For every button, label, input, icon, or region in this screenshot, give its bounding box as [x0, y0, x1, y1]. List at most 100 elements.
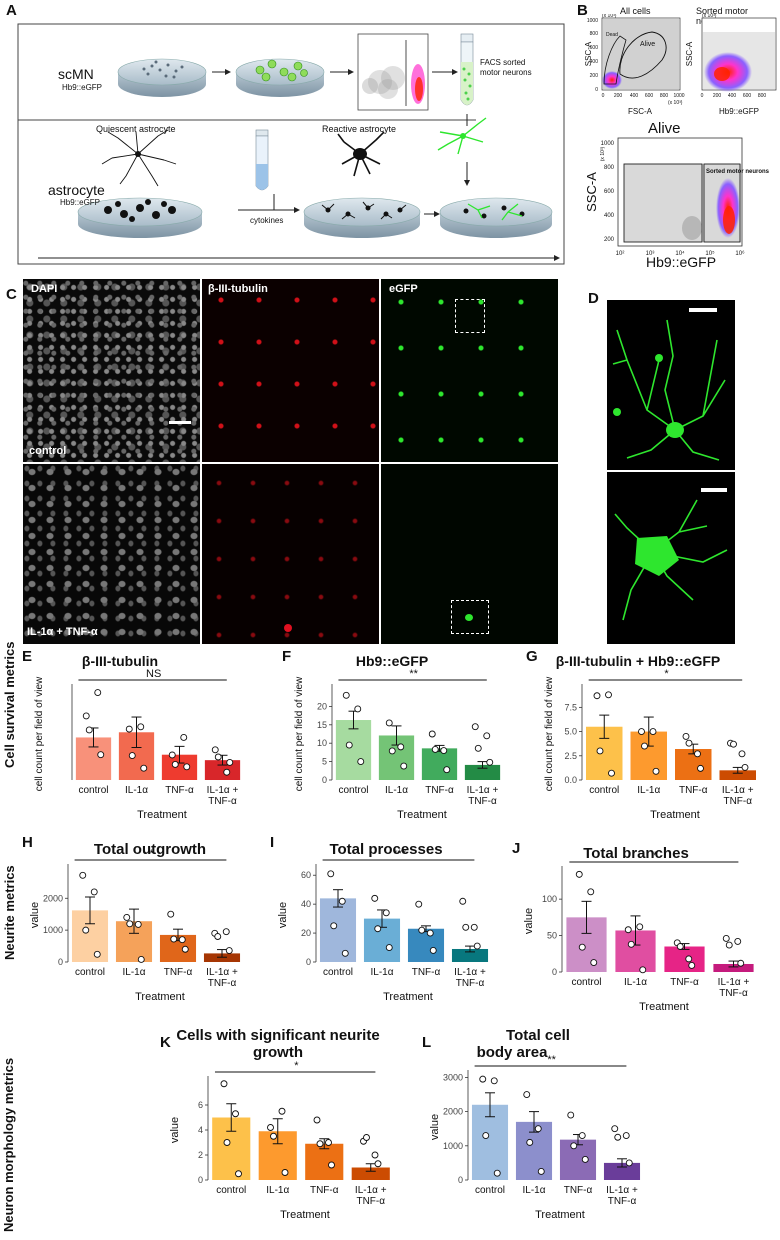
- point-j-2-3: [688, 961, 696, 969]
- xlabel-k: Treatment: [280, 1209, 330, 1221]
- point-h-2-2: [170, 935, 178, 943]
- bar-j-2: [664, 946, 705, 972]
- point-k-1-3: [281, 1169, 289, 1176]
- b-ytick-600: 600: [590, 45, 599, 51]
- point-k-0-3: [235, 1170, 242, 1178]
- ytick-label-j-0: 0: [552, 967, 557, 977]
- point-i-3-2: [462, 923, 470, 931]
- ytick-label-i-0: 0: [306, 957, 311, 967]
- point-h-0-2: [82, 926, 90, 934]
- point-j-1-0: [624, 926, 632, 934]
- point-k-0-2: [223, 1139, 231, 1146]
- point-k-3-1: [371, 1151, 379, 1159]
- chart-title-k: Cells with significant neurite growth: [176, 1027, 379, 1061]
- xtick-label-g-2: TNF-α: [679, 785, 708, 796]
- ytick-label-k-2: 4: [198, 1125, 203, 1135]
- xtick-label-k-2: TNF-α: [310, 1185, 339, 1196]
- xtick-label-h-1: IL-1α: [122, 967, 145, 978]
- bar-j-3: [713, 963, 754, 972]
- label-quiescent: Quiescent astrocyte: [96, 124, 176, 134]
- point-i-0-0: [327, 870, 335, 878]
- ytick-label-l-3: 3000: [443, 1072, 463, 1082]
- ytick-label-g-2: 5.0: [564, 727, 577, 737]
- point-h-2-1: [178, 936, 186, 944]
- xtick-label-j-0: control: [571, 977, 601, 988]
- cytokine-tube: [255, 129, 269, 191]
- xtick-label-f-3: IL-1α + TNF-α: [467, 785, 499, 807]
- point-k-3-3: [374, 1160, 382, 1168]
- xtick-label-g-0: control: [589, 785, 619, 796]
- xtick-label-l-0: control: [475, 1185, 505, 1196]
- b-mult-y1: (x 10³): [602, 14, 617, 19]
- point-k-2-3: [328, 1161, 335, 1169]
- panel-letter-c: C: [6, 286, 17, 303]
- point-g-2-2: [685, 739, 693, 747]
- dish-reactive: [303, 197, 421, 238]
- ytick-label-k-0: 0: [198, 1175, 203, 1185]
- xtick-label-e-0: control: [78, 785, 108, 796]
- point-h-0-3: [93, 950, 101, 958]
- chart-title-f: Hb9::eGFP: [356, 653, 428, 669]
- point-j-2-2: [676, 943, 684, 950]
- micro-tubulin-treated: [202, 464, 379, 644]
- point-h-3-3: [225, 947, 233, 954]
- b2-xtick-0: 0: [701, 93, 704, 99]
- point-i-3-0: [459, 897, 467, 905]
- b2-xtick-200: 200: [713, 93, 722, 99]
- point-f-1-3: [400, 762, 408, 770]
- point-l-3-0: [611, 1125, 619, 1133]
- chart-title-h: Total outgrowth: [94, 841, 206, 858]
- panel-letter-j: J: [512, 840, 521, 857]
- sig-label-j: *: [653, 850, 658, 862]
- point-l-3-1: [622, 1132, 630, 1139]
- chart-title-g: β-III-tubulin + Hb9::eGFP: [556, 653, 720, 669]
- bl-ytick-600: 600: [604, 189, 615, 195]
- xtick-label-e-3: IL-1α + TNF-α: [207, 785, 239, 807]
- micro-dapi-treated: IL-1α + TNF-α: [23, 464, 200, 644]
- section-label-neurite: Neurite metrics: [2, 865, 17, 960]
- point-g-1-1: [649, 728, 657, 736]
- bl-xtick-1: 10²: [616, 251, 625, 257]
- point-i-0-2: [330, 922, 338, 930]
- green-neuron-drawing: [437, 117, 487, 155]
- ytick-label-l-2: 2000: [443, 1107, 463, 1117]
- ylabel-e: cell count per field of view: [34, 676, 45, 791]
- b-xtick-600: 600: [645, 93, 654, 99]
- point-f-1-1: [397, 743, 405, 751]
- xtick-label-i-0: control: [323, 967, 353, 978]
- point-k-0-1: [232, 1110, 239, 1118]
- point-e-3-2: [214, 753, 222, 761]
- bl-ytick-1000: 1000: [601, 141, 615, 147]
- panel-b-large-plot: Sorted motor neurons 200 400 600 800 100…: [584, 137, 770, 257]
- c-label-tubulin: β-III-tubulin: [208, 283, 268, 295]
- b-xtick-0: 0: [602, 93, 605, 99]
- panel-a-schematic: [17, 23, 565, 265]
- point-l-1-3: [537, 1168, 545, 1175]
- point-j-1-1: [636, 923, 644, 931]
- xtick-label-j-1: IL-1α: [624, 977, 647, 988]
- point-f-3-1: [483, 732, 491, 740]
- point-f-1-2: [388, 747, 396, 755]
- panel-letter-l: L: [422, 1034, 432, 1051]
- micro-dapi-control: DAPI control: [23, 279, 200, 462]
- point-l-0-3: [493, 1169, 501, 1177]
- point-l-1-1: [534, 1125, 542, 1133]
- ytick-label-g-1: 2.5: [564, 751, 577, 761]
- label-reactive: Reactive astrocyte: [322, 124, 397, 134]
- point-e-3-1: [223, 768, 231, 776]
- xlabel-e: Treatment: [137, 809, 187, 821]
- panel-b-small-plots: 0 200 400 600 800 1000 0 200 400 600 800…: [584, 14, 777, 116]
- ytick-label-f-4: 20: [317, 701, 327, 711]
- point-l-0-2: [482, 1132, 490, 1139]
- point-i-3-3: [473, 942, 481, 950]
- ytick-label-h-0: 0: [58, 957, 63, 967]
- xtick-label-e-1: IL-1α: [125, 785, 148, 796]
- point-l-0-0: [479, 1075, 487, 1083]
- point-g-0-2: [596, 747, 604, 755]
- chart-title-i: Total processes: [329, 841, 442, 858]
- chart-title-l: Total cell body area: [477, 1027, 570, 1061]
- ylabel-h: value: [29, 902, 41, 928]
- sig-label-l: **: [547, 1054, 556, 1066]
